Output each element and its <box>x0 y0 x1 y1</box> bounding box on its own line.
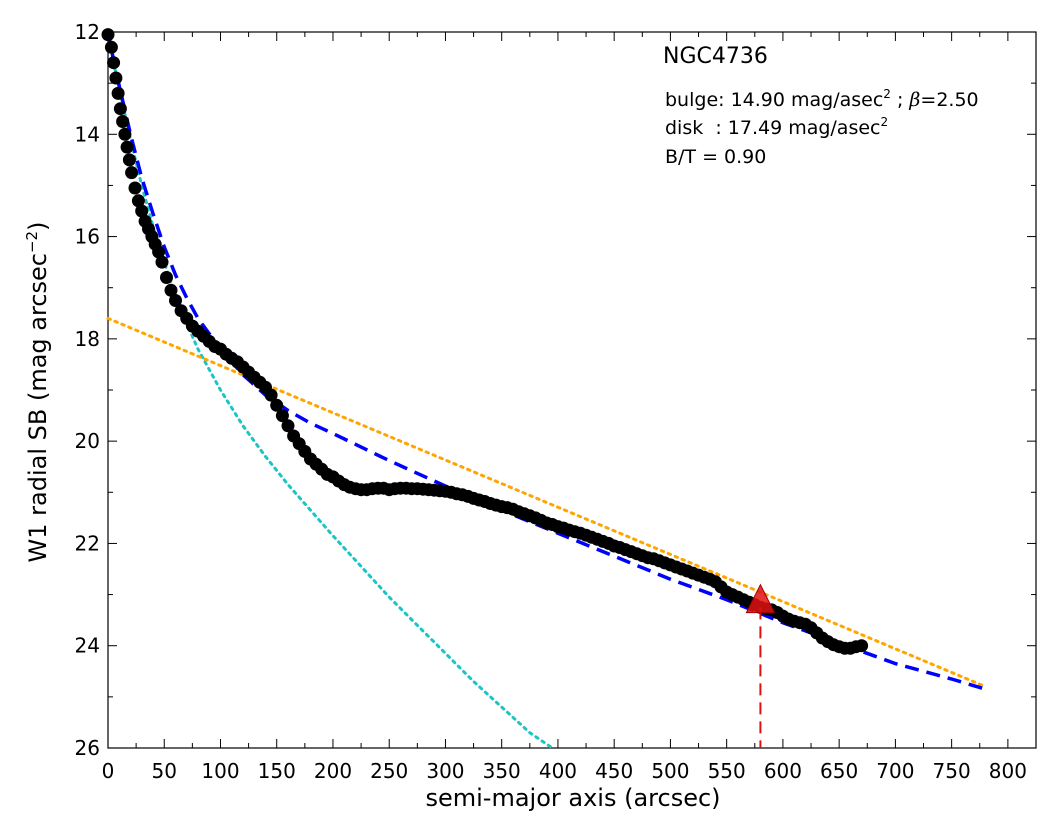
total-model-line <box>106 31 986 691</box>
data-point <box>270 398 284 412</box>
beta-symbol: β <box>908 89 920 111</box>
y-axis-label-sup: −2 <box>23 231 41 253</box>
x-tick-label: 350 <box>483 759 521 783</box>
break-marker-triangle <box>745 583 776 614</box>
data-point <box>122 153 136 167</box>
y-axis-label: W1 radial SB (mag arcsec−2) <box>23 222 52 563</box>
y-tick-label: 26 <box>75 736 100 760</box>
bulge-model-line <box>106 30 554 750</box>
x-tick-label: 50 <box>152 759 177 783</box>
tick-labels: 0 50 100 150 200 250 300 350 400 450 500 550 600 650 7… <box>75 20 1027 783</box>
data-point <box>160 271 173 284</box>
axis-ticks <box>107 31 1036 749</box>
x-axis-label: semi-major axis (arcsec) <box>425 784 720 812</box>
data-point <box>275 409 289 423</box>
x-tick-label: 250 <box>370 759 408 783</box>
x-tick-label: 200 <box>314 759 352 783</box>
data-point <box>135 204 149 218</box>
x-tick-label: 550 <box>708 759 746 783</box>
x-tick-label: 750 <box>933 759 971 783</box>
data-point <box>131 194 145 208</box>
x-tick-label: 650 <box>820 759 858 783</box>
y-tick-label: 12 <box>75 20 100 44</box>
plot-area <box>107 31 1037 749</box>
x-tick-label: 100 <box>201 759 239 783</box>
data-point <box>855 639 869 653</box>
data-point <box>120 140 134 154</box>
galaxy-name: NGC4736 <box>663 44 768 69</box>
data-point <box>125 166 139 180</box>
data-point <box>104 40 118 54</box>
data-point <box>118 127 132 141</box>
bulge-annotation: bulge: 14.90 mag/asec2 ; β=2.50 <box>665 87 979 111</box>
data-point <box>109 71 123 85</box>
y-axis-label-close: ) <box>24 222 52 231</box>
data-point <box>155 255 169 269</box>
bt-annotation: B/T = 0.90 <box>665 146 766 168</box>
x-tick-label: 0 <box>102 759 115 783</box>
break-marker-group <box>745 583 776 748</box>
data-point <box>128 181 142 195</box>
x-tick-label: 800 <box>989 759 1027 783</box>
x-tick-label: 450 <box>595 759 633 783</box>
y-tick-label: 22 <box>75 531 100 555</box>
data-point <box>164 283 178 297</box>
y-tick-label: 24 <box>75 634 100 658</box>
data-points <box>101 28 869 655</box>
x-tick-label: 600 <box>764 759 802 783</box>
y-tick-label: 14 <box>75 122 100 146</box>
bulge-annotation-sup: 2 <box>883 87 891 101</box>
disk-annotation-sup: 2 <box>881 115 889 129</box>
x-tick-label: 500 <box>651 759 689 783</box>
data-point <box>152 245 166 259</box>
y-tick-label: 16 <box>75 225 100 249</box>
data-point <box>113 102 127 116</box>
data-point <box>107 56 121 70</box>
x-tick-label: 400 <box>539 759 577 783</box>
data-point <box>264 388 278 402</box>
x-tick-label: 700 <box>876 759 914 783</box>
x-tick-label: 150 <box>258 759 296 783</box>
y-tick-label: 20 <box>75 429 100 453</box>
data-point <box>281 419 295 433</box>
x-tick-label: 300 <box>426 759 464 783</box>
y-tick-label: 18 <box>75 327 100 351</box>
disk-annotation: disk : 17.49 mag/asec2 <box>665 115 888 139</box>
data-point <box>116 115 130 128</box>
data-point <box>169 294 182 307</box>
data-point <box>111 86 125 100</box>
